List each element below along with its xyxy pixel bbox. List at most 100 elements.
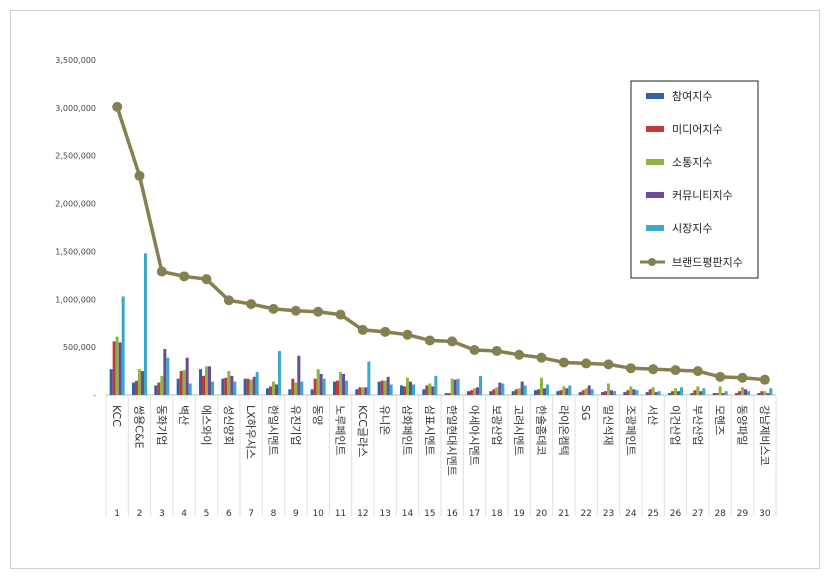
category-label-26: 이건산업: [669, 405, 682, 445]
category-label-20: 한솔홈데코: [535, 405, 549, 456]
category-label-13: 유니온: [378, 405, 391, 435]
rank-number-29: 29: [737, 509, 749, 519]
bar-26-series-2: [671, 391, 674, 395]
category-label-17: 아세아시멘트: [468, 405, 481, 466]
rank-number-30: 30: [759, 509, 771, 519]
bar-1-series-1: [109, 369, 113, 395]
y-tick-label: 1,000,000: [55, 295, 96, 304]
rank-number-13: 13: [379, 509, 390, 519]
y-tick-label: -: [93, 391, 96, 400]
bar-23-series-3: [607, 383, 610, 395]
bar-27-series-3: [696, 386, 700, 395]
rank-number-20: 20: [536, 509, 548, 519]
bar-27-series-2: [693, 390, 697, 395]
bar-13-series-3: [383, 380, 387, 395]
bar-8-series-4: [275, 384, 278, 395]
bar-7-series-2: [246, 378, 250, 395]
bar-10-series-4: [319, 373, 323, 395]
rank-number-19: 19: [513, 509, 525, 519]
bar-8-series-2: [269, 386, 272, 395]
category-label-9: 유진기업: [289, 405, 302, 445]
bar-25-series-4: [654, 392, 658, 395]
bar-23-series-5: [613, 391, 616, 395]
bar-26-series-1: [668, 393, 671, 395]
category-label-1: KCC: [110, 405, 123, 427]
bar-4-series-1: [176, 378, 180, 395]
bar-20-series-2: [537, 389, 540, 395]
bar-3-series-3: [160, 375, 164, 395]
bar-16-series-1: [444, 393, 448, 395]
bar-28-series-2: [715, 393, 719, 395]
bar-20-series-5: [546, 384, 549, 395]
category-label-21: 라이온켐텍: [557, 405, 570, 456]
legend-line-marker: [648, 258, 656, 266]
rank-number-11: 11: [335, 509, 346, 519]
bar-18-series-3: [495, 387, 499, 395]
brand-index-point-2: [134, 170, 145, 181]
brand-index-point-1: [112, 101, 123, 112]
category-label-7: LX하우시스: [244, 405, 258, 459]
brand-index-point-25: [648, 364, 659, 375]
category-label-25: 서산: [646, 405, 659, 425]
bar-16-series-2: [447, 393, 451, 395]
brand-index-point-8: [268, 303, 279, 314]
bar-20-series-1: [534, 390, 537, 395]
legend-box: [630, 80, 759, 279]
bar-30-series-3: [763, 391, 767, 395]
bar-21-series-2: [559, 390, 563, 395]
bar-2-series-3: [138, 369, 141, 395]
bar-18-series-2: [492, 389, 496, 395]
rank-number-3: 3: [159, 509, 165, 519]
bar-16-series-5: [456, 378, 460, 395]
rank-number-4: 4: [181, 509, 187, 519]
bar-22-series-5: [590, 389, 594, 395]
brand-index-point-4: [179, 271, 190, 282]
bar-22-series-1: [578, 392, 582, 395]
bar-6-series-3: [227, 371, 231, 395]
legend-label-5: 시장지수: [672, 222, 712, 235]
bar-10-series-3: [316, 369, 320, 395]
bar-13-series-2: [380, 380, 384, 395]
category-label-10: 동양: [311, 405, 324, 425]
category-label-15: 삼표시멘트: [423, 405, 436, 456]
bar-16-series-4: [453, 379, 457, 395]
bar-15-series-2: [425, 385, 429, 395]
legend-swatch-4: [646, 192, 664, 198]
bar-9-series-4: [297, 355, 301, 395]
bar-20-series-4: [543, 388, 546, 395]
bar-3-series-2: [157, 382, 161, 395]
bar-3-series-5: [166, 357, 170, 395]
brand-index-point-26: [670, 365, 681, 376]
category-label-2: 쌍용C&E: [133, 405, 146, 448]
bar-11-series-4: [342, 373, 345, 395]
bar-13-series-4: [386, 376, 390, 395]
bar-19-series-4: [520, 381, 524, 395]
bar-12-series-4: [364, 387, 368, 395]
legend-swatch-5: [646, 225, 664, 231]
bar-24-series-5: [635, 390, 639, 395]
bar-28-series-5: [724, 391, 728, 395]
rank-number-25: 25: [647, 509, 658, 519]
bar-9-series-5: [300, 381, 304, 395]
rank-number-2: 2: [137, 509, 143, 519]
bar-11-series-5: [345, 380, 348, 395]
bar-4-series-5: [188, 383, 192, 395]
bar-5-series-3: [205, 366, 208, 395]
bar-12-series-1: [355, 389, 359, 395]
rank-number-12: 12: [357, 509, 368, 519]
brand-index-point-10: [313, 306, 324, 317]
bar-28-series-1: [712, 393, 716, 395]
brand-index-point-15: [424, 335, 435, 346]
bar-5-series-5: [211, 381, 214, 395]
category-label-28: 모헨즈: [713, 405, 726, 435]
bar-11-series-3: [339, 372, 342, 395]
bar-30-series-4: [766, 393, 770, 395]
y-tick-label: 3,000,000: [55, 104, 96, 113]
bar-25-series-5: [657, 391, 661, 395]
brand-index-point-5: [201, 274, 212, 285]
category-label-5: 에스와이: [200, 405, 213, 445]
rank-number-26: 26: [670, 509, 682, 519]
bar-14-series-3: [406, 377, 409, 395]
bar-16-series-3: [450, 378, 454, 395]
bar-23-series-4: [610, 390, 613, 395]
